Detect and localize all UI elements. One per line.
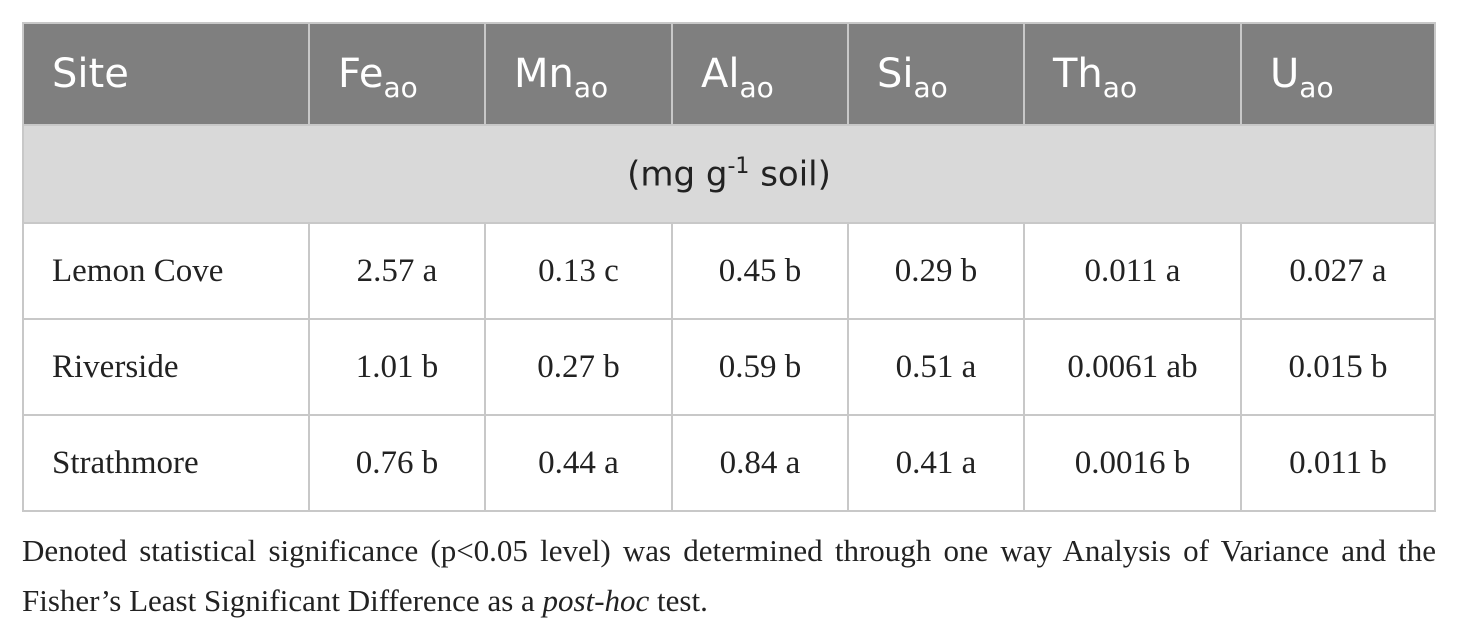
value-cell: 1.01 b (308, 318, 486, 416)
value-cell: 2.57 a (308, 222, 486, 320)
value-cell: 0.015 b (1240, 318, 1436, 416)
header-cell: Feao (308, 22, 486, 126)
units-row: (mg g-1 soil) (22, 124, 1436, 224)
value-cell: 0.59 b (671, 318, 849, 416)
header-cell: Alao (671, 22, 849, 126)
header-text: Fe (338, 51, 384, 97)
header-text: U (1270, 51, 1300, 97)
value-cell: 0.0061 ab (1023, 318, 1242, 416)
header-cell: Uao (1240, 22, 1436, 126)
header-cell: Thao (1023, 22, 1242, 126)
value-cell: 0.27 b (484, 318, 673, 416)
site-cell: Strathmore (22, 414, 310, 512)
value-cell: 0.44 a (484, 414, 673, 512)
header-subscript: ao (573, 71, 609, 104)
header-subscript: ao (383, 71, 418, 104)
units-exponent: -1 (727, 153, 750, 179)
value-cell: 0.0016 b (1023, 414, 1242, 512)
value-cell: 0.41 a (847, 414, 1025, 512)
header-text: Mn (514, 51, 574, 97)
header-text: Al (701, 51, 740, 97)
value-cell: 0.45 b (671, 222, 849, 320)
footnote-italic: post-hoc (542, 583, 650, 618)
data-row: Riverside 1.01 b 0.27 b 0.59 b 0.51 a 0.0061 … (22, 318, 1436, 416)
header-cell: Mnao (484, 22, 673, 126)
header-subscript: ao (913, 71, 948, 104)
header-cell: Site (22, 22, 310, 126)
header-subscript: ao (1102, 71, 1138, 104)
data-row: Strathmore 0.76 b 0.44 a 0.84 a 0.41 a 0.0016… (22, 414, 1436, 512)
units-text: soil) (760, 154, 831, 195)
header-text: Th (1053, 51, 1103, 97)
value-cell: 0.84 a (671, 414, 849, 512)
header-subscript: ao (1299, 71, 1334, 104)
header-text: Si (877, 51, 914, 97)
site-cell: Lemon Cove (22, 222, 310, 320)
units-text: (mg g (627, 154, 728, 195)
value-cell: 0.76 b (308, 414, 486, 512)
units-cell: (mg g-1 soil) (22, 124, 1436, 224)
site-cell: Riverside (22, 318, 310, 416)
value-cell: 0.027 a (1240, 222, 1436, 320)
header-row: Site Feao Mnao Alao Siao Thao Uao (22, 22, 1436, 126)
header-text: Site (52, 51, 129, 97)
value-cell: 0.13 c (484, 222, 673, 320)
footnote-text: test. (657, 583, 708, 618)
header-subscript: ao (739, 71, 774, 104)
value-cell: 0.011 b (1240, 414, 1436, 512)
data-row: Lemon Cove 2.57 a 0.13 c 0.45 b 0.29 b 0.011 … (22, 222, 1436, 320)
footnote-text: Denoted statistical significance (p<0.05… (22, 533, 1436, 618)
value-cell: 0.51 a (847, 318, 1025, 416)
footnote: Denoted statistical significance (p<0.05… (22, 526, 1436, 626)
data-table: Site Feao Mnao Alao Siao Thao Uao (mg g-1 soil… (22, 22, 1436, 512)
header-cell: Siao (847, 22, 1025, 126)
value-cell: 0.29 b (847, 222, 1025, 320)
value-cell: 0.011 a (1023, 222, 1242, 320)
